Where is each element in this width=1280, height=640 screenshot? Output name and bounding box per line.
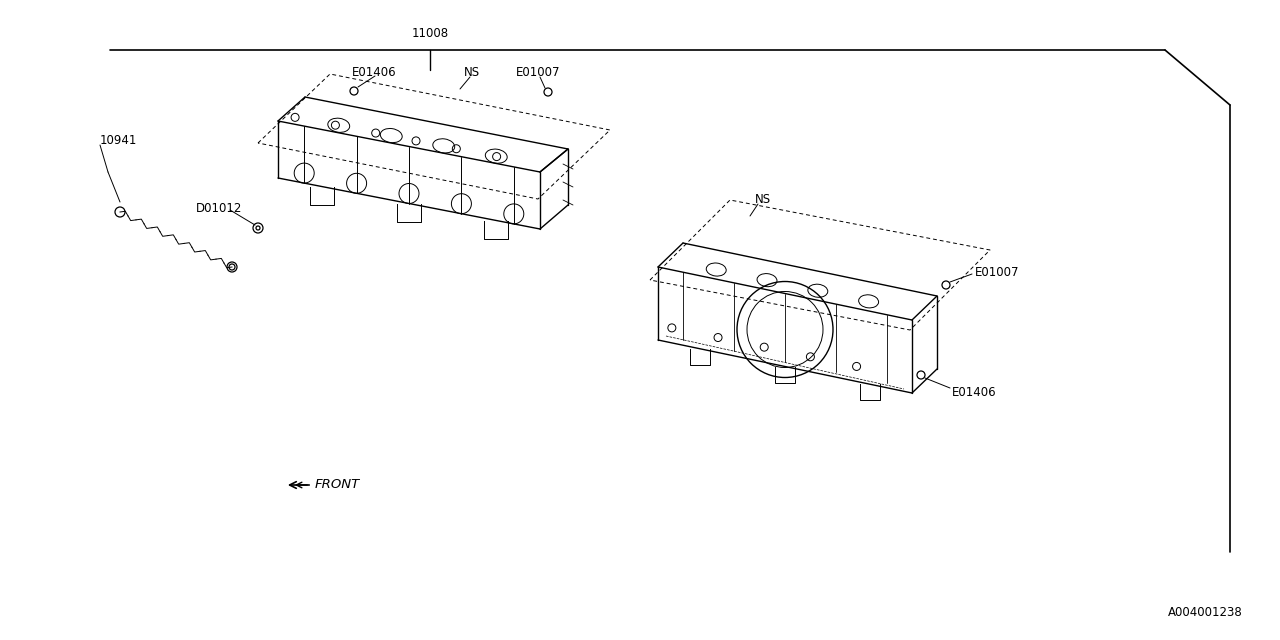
Text: E01406: E01406 bbox=[352, 65, 397, 79]
Text: D01012: D01012 bbox=[196, 202, 242, 214]
Text: E01007: E01007 bbox=[516, 65, 561, 79]
Text: E01406: E01406 bbox=[952, 385, 997, 399]
Text: FRONT: FRONT bbox=[315, 479, 360, 492]
Text: NS: NS bbox=[755, 193, 771, 205]
Text: 10941: 10941 bbox=[100, 134, 137, 147]
Text: A004001238: A004001238 bbox=[1169, 605, 1243, 618]
Text: E01007: E01007 bbox=[975, 266, 1019, 278]
Text: 11008: 11008 bbox=[411, 27, 448, 40]
Text: NS: NS bbox=[465, 65, 480, 79]
